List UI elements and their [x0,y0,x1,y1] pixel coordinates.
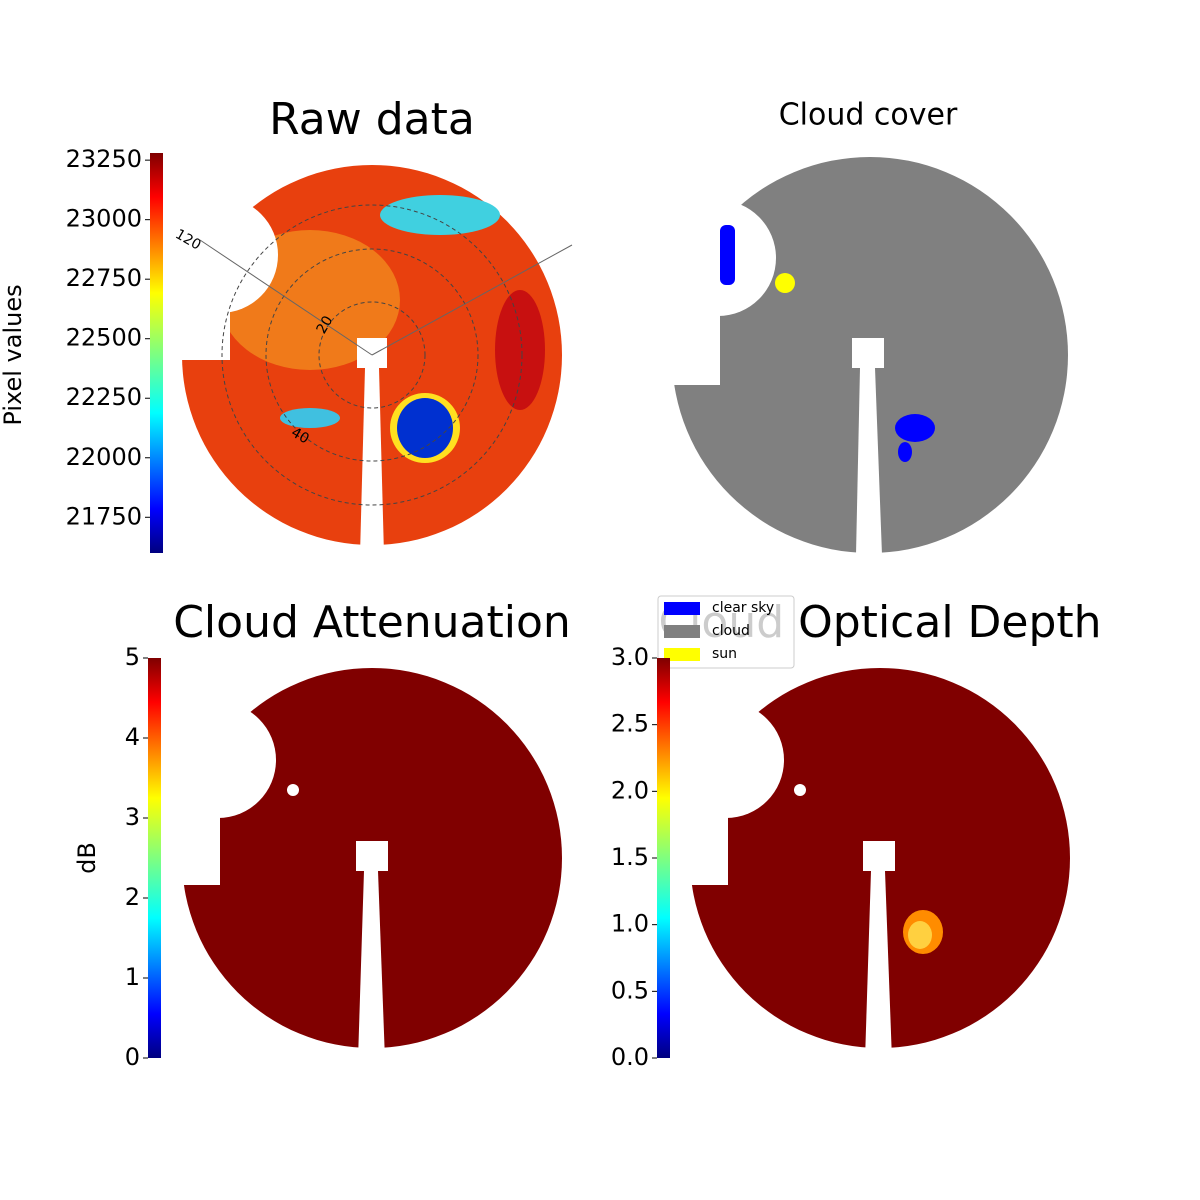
colorbar-tick-label: 1 [125,963,140,991]
colorbar-tick-label: 3.0 [611,643,649,671]
colorbar-tick-label: 0.0 [611,1043,649,1071]
legend: clear sky cloud sun [657,595,795,669]
legend-swatch [664,625,700,638]
colorbar [148,658,161,1058]
colorbar-tick-label: 22250 [66,383,142,411]
colorbar-tick-label: 23000 [66,205,142,233]
colorbar-tick-label: 23250 [66,145,142,173]
legend-label: sun [712,646,737,662]
panel-title: Cloud cover [779,98,958,133]
polar-label: 40 [288,425,311,448]
colorbar-tick-label: 2.0 [611,776,649,804]
legend-label: cloud [712,623,750,639]
panel-title: Raw data [269,94,475,145]
colorbar-label: dB [73,842,101,874]
colorbar-tick-label: 4 [125,723,140,751]
colorbar-tick-label: 1.0 [611,910,649,938]
colorbar-label: Pixel values [0,284,27,425]
colorbar-tick-label: 2.5 [611,710,649,738]
legend-label: clear sky [712,600,774,616]
colorbar-tick-label: 3 [125,803,140,831]
polar-label: 20 [314,313,337,336]
legend-swatch [664,648,700,661]
colorbar-tick-label: 22500 [66,324,142,352]
colorbar-tick-label: 0.5 [611,976,649,1004]
colorbar-tick-label: 0 [125,1043,140,1071]
legend-swatch [664,602,700,615]
colorbar-tick-label: 2 [125,883,140,911]
colorbar-tick-label: 1.5 [611,843,649,871]
colorbar-tick-label: 21750 [66,502,142,530]
colorbar [657,658,670,1058]
attenuation-image [160,650,562,1060]
raw-image [150,150,573,555]
panel-title: Cloud Attenuation [173,597,571,648]
colorbar-tick-label: 22750 [66,264,142,292]
cloud-cover-image [660,150,1068,555]
colorbar [150,153,163,553]
colorbar-tick-label: 22000 [66,443,142,471]
optical-depth-image [668,650,1070,1060]
colorbar-tick-label: 5 [125,643,140,671]
